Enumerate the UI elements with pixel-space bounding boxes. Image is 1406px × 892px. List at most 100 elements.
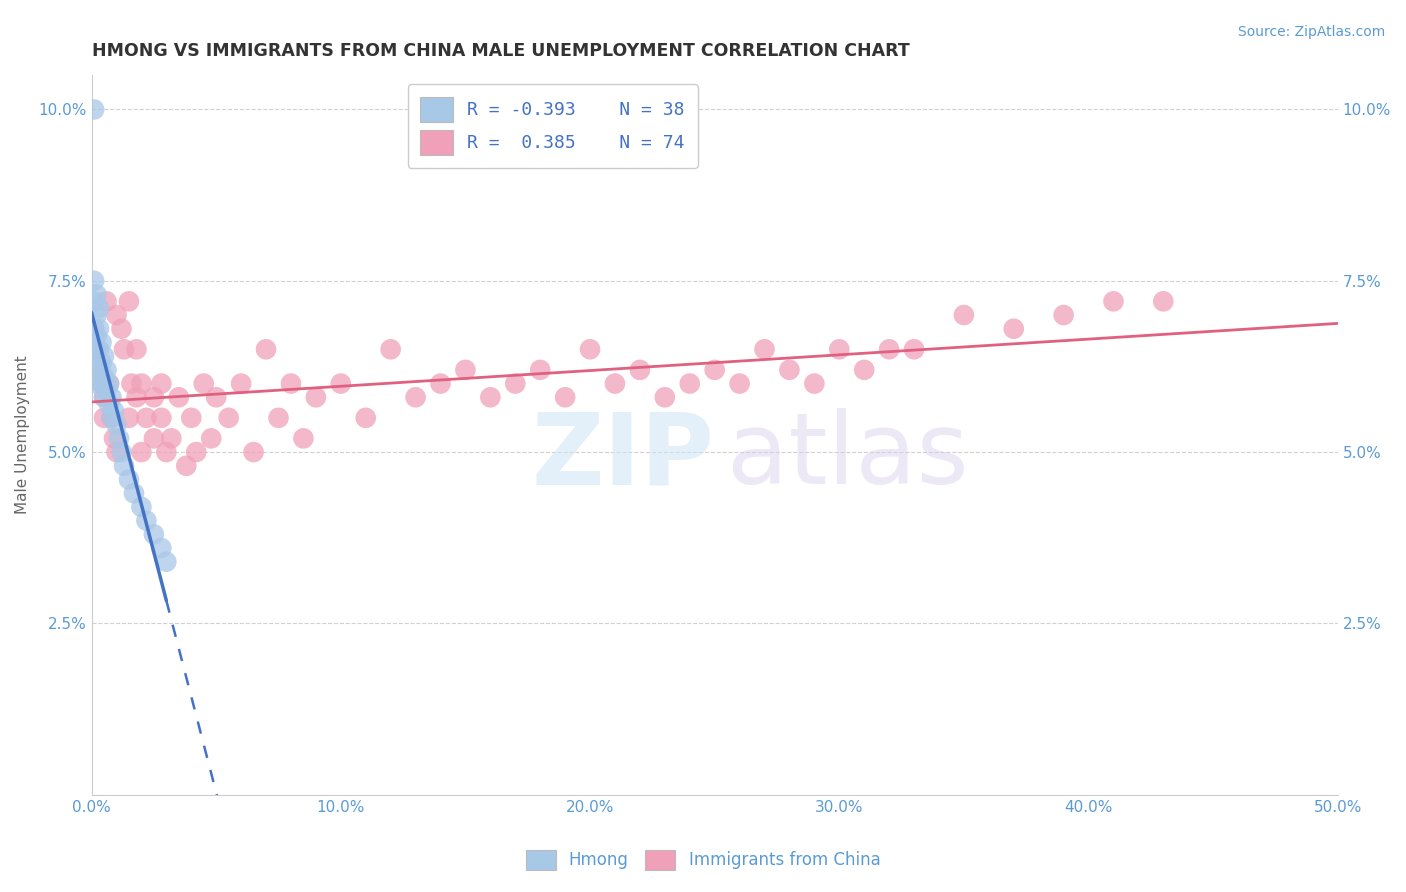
Point — [280, 376, 302, 391]
Point — [454, 363, 477, 377]
Point — [803, 376, 825, 391]
Point — [122, 486, 145, 500]
Point — [83, 274, 105, 288]
Point — [654, 390, 676, 404]
Point — [903, 343, 925, 357]
Text: HMONG VS IMMIGRANTS FROM CHINA MALE UNEMPLOYMENT CORRELATION CHART: HMONG VS IMMIGRANTS FROM CHINA MALE UNEM… — [91, 42, 910, 60]
Y-axis label: Male Unemployment: Male Unemployment — [15, 356, 30, 515]
Point — [90, 335, 112, 350]
Point — [110, 322, 132, 336]
Point — [105, 445, 128, 459]
Point — [125, 343, 148, 357]
Point — [186, 445, 208, 459]
Point — [554, 390, 576, 404]
Point — [1052, 308, 1074, 322]
Point — [329, 376, 352, 391]
Point — [167, 390, 190, 404]
Legend: Hmong, Immigrants from China: Hmong, Immigrants from China — [519, 843, 887, 877]
Point — [93, 410, 115, 425]
Point — [242, 445, 264, 459]
Point — [292, 431, 315, 445]
Point — [87, 363, 110, 377]
Point — [254, 343, 277, 357]
Text: atlas: atlas — [727, 408, 969, 505]
Point — [218, 410, 240, 425]
Point — [120, 376, 142, 391]
Point — [429, 376, 451, 391]
Legend: R = -0.393    N = 38, R =  0.385    N = 74: R = -0.393 N = 38, R = 0.385 N = 74 — [408, 84, 697, 168]
Point — [180, 410, 202, 425]
Point — [1002, 322, 1025, 336]
Point — [105, 417, 128, 432]
Point — [87, 322, 110, 336]
Point — [579, 343, 602, 357]
Point — [93, 390, 115, 404]
Point — [479, 390, 502, 404]
Point — [103, 404, 125, 418]
Point — [118, 410, 141, 425]
Point — [305, 390, 328, 404]
Point — [205, 390, 228, 404]
Point — [90, 356, 112, 370]
Point — [118, 294, 141, 309]
Point — [93, 349, 115, 363]
Point — [83, 322, 105, 336]
Point — [98, 397, 121, 411]
Point — [828, 343, 851, 357]
Point — [100, 390, 122, 404]
Point — [83, 103, 105, 117]
Point — [98, 376, 121, 391]
Point — [728, 376, 751, 391]
Point — [100, 410, 122, 425]
Point — [103, 431, 125, 445]
Point — [628, 363, 651, 377]
Point — [1152, 294, 1174, 309]
Point — [96, 363, 118, 377]
Point — [877, 343, 900, 357]
Point — [679, 376, 702, 391]
Point — [380, 343, 402, 357]
Point — [86, 356, 108, 370]
Point — [83, 322, 105, 336]
Point — [105, 308, 128, 322]
Point — [142, 390, 165, 404]
Point — [87, 343, 110, 357]
Point — [853, 363, 876, 377]
Point — [135, 410, 157, 425]
Point — [86, 328, 108, 343]
Point — [193, 376, 215, 391]
Point — [90, 376, 112, 391]
Point — [108, 431, 131, 445]
Point — [87, 363, 110, 377]
Point — [86, 376, 108, 391]
Point — [98, 376, 121, 391]
Point — [125, 390, 148, 404]
Point — [86, 343, 108, 357]
Point — [110, 445, 132, 459]
Point — [155, 555, 177, 569]
Point — [529, 363, 551, 377]
Point — [142, 527, 165, 541]
Point — [87, 301, 110, 315]
Point — [100, 410, 122, 425]
Point — [150, 376, 173, 391]
Point — [150, 410, 173, 425]
Point — [131, 376, 153, 391]
Point — [754, 343, 776, 357]
Point — [229, 376, 252, 391]
Point — [503, 376, 526, 391]
Point — [155, 445, 177, 459]
Point — [267, 410, 290, 425]
Point — [135, 514, 157, 528]
Point — [93, 390, 115, 404]
Point — [83, 343, 105, 357]
Text: Source: ZipAtlas.com: Source: ZipAtlas.com — [1237, 25, 1385, 39]
Point — [131, 445, 153, 459]
Point — [150, 541, 173, 555]
Point — [118, 473, 141, 487]
Point — [112, 458, 135, 473]
Point — [90, 376, 112, 391]
Point — [83, 294, 105, 309]
Point — [405, 390, 427, 404]
Point — [96, 294, 118, 309]
